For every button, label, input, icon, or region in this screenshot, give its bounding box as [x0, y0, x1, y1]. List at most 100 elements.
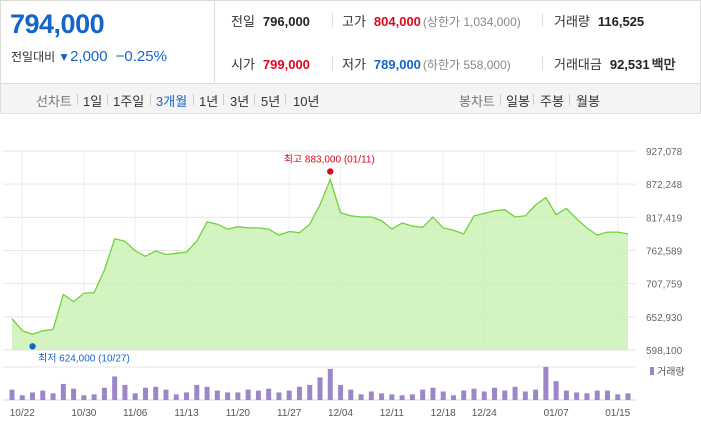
candle-daily[interactable]: 일봉	[506, 94, 530, 109]
volume-bar	[338, 384, 344, 400]
volume-bar	[19, 395, 25, 400]
volume-bar	[594, 390, 600, 400]
annotations: 최고 883,000 (01/11) 최저 624,000 (10/27)	[29, 153, 375, 364]
stat-open: 시가 799,000	[231, 54, 310, 73]
volume-bar	[502, 390, 508, 400]
period-10y[interactable]: 10년	[293, 94, 320, 109]
divider	[107, 94, 108, 105]
volume-bar	[420, 389, 426, 400]
volume-bar	[522, 391, 528, 400]
y-tick-label: 872,248	[646, 180, 683, 191]
x-tick-label: 12/11	[380, 408, 405, 419]
candle-monthly[interactable]: 월봉	[576, 94, 600, 109]
volume-bar	[604, 390, 610, 400]
volume-bar	[9, 389, 15, 400]
volume-bar	[266, 388, 272, 400]
divider	[77, 94, 78, 105]
volume-value: 116,525	[597, 14, 645, 29]
volume-label: 거래량	[554, 14, 590, 29]
volume-bar	[327, 368, 333, 400]
volume-bar	[317, 377, 323, 400]
period-1w[interactable]: 1주일	[113, 94, 145, 109]
x-tick-label: 10/22	[10, 408, 35, 419]
divider	[254, 94, 255, 105]
divider	[533, 94, 534, 105]
low-label: 저가	[342, 57, 366, 72]
stat-low: 저가 789,000 (하한가 558,000)	[342, 54, 511, 73]
volume-bar	[50, 393, 56, 400]
volume-bars: 거래량	[3, 366, 685, 401]
volume-bar	[307, 384, 313, 400]
volume-bar	[153, 386, 159, 400]
low-value: 789,000	[373, 57, 421, 72]
open-value: 799,000	[262, 57, 310, 72]
volume-bar	[30, 392, 36, 400]
x-tick-label: 12/04	[328, 408, 353, 419]
x-tick-label: 11/27	[277, 408, 302, 419]
volume-bar	[132, 393, 138, 400]
volume-bar	[553, 381, 559, 400]
volume-bar	[276, 392, 282, 400]
amount-label: 거래대금	[554, 57, 602, 72]
volume-bar	[574, 392, 580, 400]
volume-bar	[543, 367, 549, 400]
y-tick-label: 598,100	[646, 346, 683, 357]
x-tick-label: 12/24	[472, 408, 497, 419]
divider	[500, 94, 501, 105]
period-bar: 선차트 1일 1주일 3개월 1년 3년 5년 10년 봉차트 일봉 주봉 월봉	[0, 84, 701, 114]
volume-bar	[533, 389, 539, 400]
volume-bar	[142, 387, 148, 400]
period-3m[interactable]: 3개월	[156, 94, 188, 109]
volume-bar	[409, 394, 415, 400]
amount-value: 92,531	[609, 57, 650, 72]
lower-limit: (하한가 558,000)	[422, 58, 511, 72]
y-tick-label: 817,419	[646, 213, 683, 224]
stat-amount: 거래대금 92,531 백만	[554, 54, 676, 73]
candle-weekly[interactable]: 주봉	[540, 94, 564, 109]
volume-bar	[563, 390, 569, 400]
divider	[542, 13, 543, 27]
change-value: 2,000	[70, 48, 108, 65]
volume-bar	[296, 386, 302, 400]
volume-bar	[40, 390, 46, 400]
divider	[223, 94, 224, 105]
volume-bar	[91, 394, 97, 400]
quote-header: 794,000 전일대비 ▼2,000 −0.25% 전일 796,000 고가 804…	[0, 0, 701, 84]
period-1d[interactable]: 1일	[83, 94, 103, 109]
period-3y[interactable]: 3년	[230, 94, 250, 109]
price-line	[11, 177, 629, 335]
volume-bar	[173, 394, 179, 400]
volume-bar	[245, 389, 251, 400]
period-5y[interactable]: 5년	[261, 94, 281, 109]
volume-bar	[615, 394, 621, 400]
volume-bar	[399, 395, 405, 400]
prev-value: 796,000	[262, 14, 310, 29]
period-1y[interactable]: 1년	[199, 94, 219, 109]
volume-bar	[60, 383, 66, 400]
x-tick-label: 10/30	[71, 408, 96, 419]
volume-bar	[481, 391, 487, 400]
volume-bar	[440, 391, 446, 400]
volume-bar	[81, 395, 87, 400]
x-axis-ticks: 10/22 10/30 11/06 11/13 11/20 11/27 12/04 12/11…	[10, 408, 631, 419]
volume-bar	[389, 394, 395, 400]
volume-bar	[492, 387, 498, 400]
amount-unit: 백만	[651, 57, 676, 72]
volume-bar	[512, 386, 518, 400]
quote-summary: 794,000 전일대비 ▼2,000 −0.25%	[1, 1, 215, 83]
volume-bar	[194, 384, 200, 400]
divider	[150, 94, 151, 105]
divider	[285, 94, 286, 105]
down-arrow-icon: ▼	[58, 50, 71, 64]
divider	[569, 94, 570, 105]
x-tick-label: 11/13	[174, 408, 199, 419]
volume-bar	[122, 384, 128, 400]
max-point-marker	[327, 168, 334, 175]
volume-bar	[184, 392, 190, 400]
stat-prev: 전일 796,000	[231, 11, 310, 30]
divider	[332, 56, 333, 70]
y-axis-ticks: 927,078 872,248 817,419 762,589 707,759 652,9…	[646, 147, 683, 357]
volume-bar	[204, 386, 210, 400]
volume-bar	[625, 393, 631, 400]
